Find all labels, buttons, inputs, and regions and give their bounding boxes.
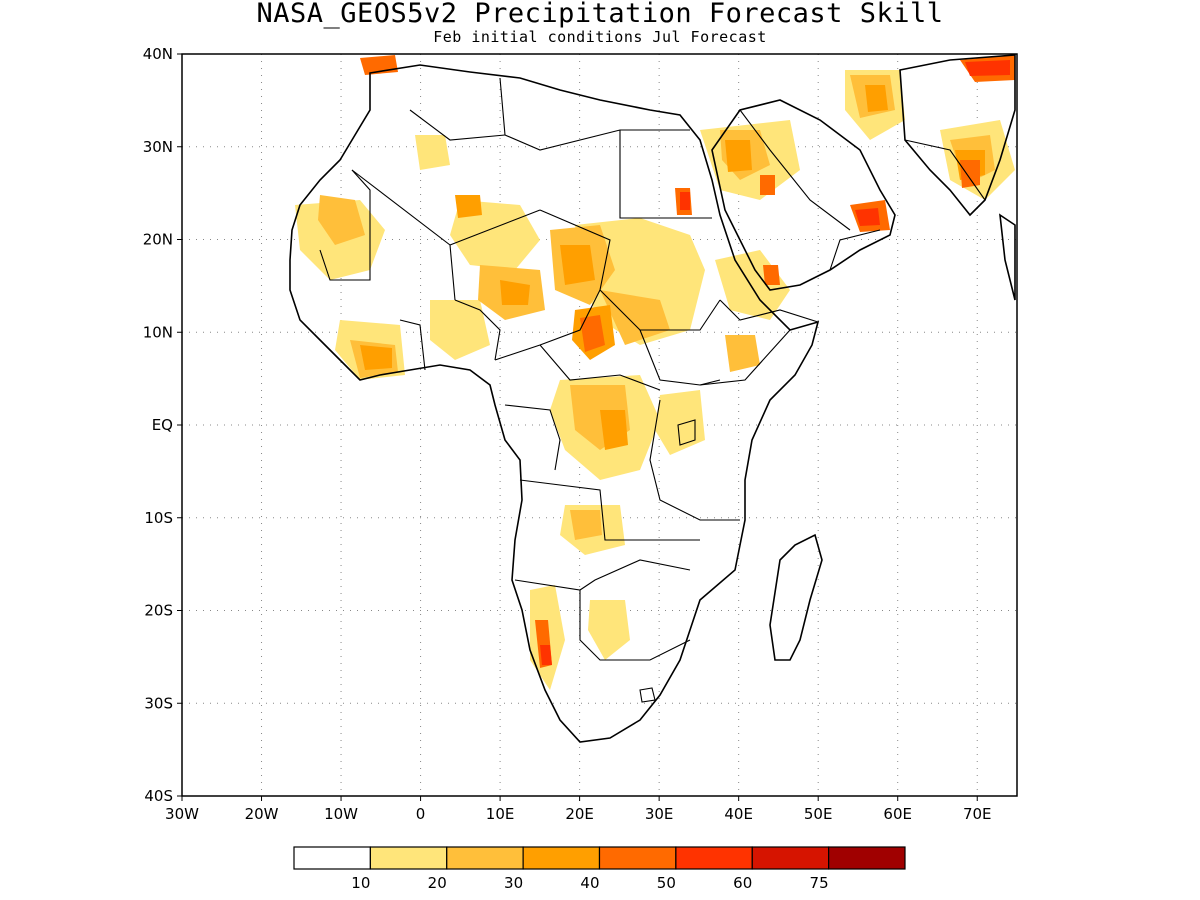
lat-tick-label: EQ <box>152 416 173 434</box>
chart-title: NASA_GEOS5v2 Precipitation Forecast Skil… <box>256 0 944 29</box>
colorbar-swatch <box>446 846 524 870</box>
coastlines <box>289 54 1016 743</box>
colorbar-label: 60 <box>733 874 752 892</box>
chart-subtitle: Feb initial conditions Jul Forecast <box>433 28 767 46</box>
colorbar-label: 10 <box>351 874 370 892</box>
lon-tick-label: 40E <box>724 805 753 823</box>
colorbar-labels: 10 20 30 40 50 60 75 <box>351 874 828 892</box>
lat-tick-label: 30N <box>143 138 173 156</box>
colorbar-label: 75 <box>810 874 829 892</box>
colorbar-swatch <box>369 846 448 870</box>
colorbar-label: 20 <box>428 874 447 892</box>
longitude-labels: 30W 20W 10W 0 10E 20E 30E 40E 50E 60E 70E <box>165 796 992 823</box>
colorbar-label: 40 <box>580 874 599 892</box>
lat-tick-label: 20N <box>143 231 173 249</box>
lakes <box>639 419 696 703</box>
lon-tick-label: 30E <box>645 805 674 823</box>
lon-tick-label: 30W <box>165 805 199 823</box>
lat-tick-label: 30S <box>144 694 173 712</box>
lon-tick-label: 50E <box>804 805 833 823</box>
colorbar-swatch <box>675 846 753 870</box>
colorbar <box>293 846 906 870</box>
latitude-labels: 40N 30N 20N 10N EQ 10S 20S 30S 40S <box>143 45 182 805</box>
colorbar-swatch <box>598 846 677 870</box>
lat-tick-label: 10N <box>143 323 173 341</box>
colorbar-swatch <box>293 846 371 870</box>
lon-tick-label: 0 <box>416 805 426 823</box>
lat-tick-label: 40S <box>144 787 173 805</box>
lat-tick-label: 10S <box>144 509 173 527</box>
colorbar-swatch <box>751 846 830 870</box>
colorbar-label: 50 <box>657 874 676 892</box>
colorbar-swatch <box>828 846 906 870</box>
lon-tick-label: 20W <box>245 805 279 823</box>
lon-tick-label: 60E <box>883 805 912 823</box>
colorbar-swatch <box>522 846 601 870</box>
lon-tick-label: 10E <box>486 805 515 823</box>
lat-tick-label: 40N <box>143 45 173 63</box>
lon-tick-label: 10W <box>324 805 358 823</box>
skill-shading <box>295 55 1015 690</box>
colorbar-label: 30 <box>504 874 523 892</box>
lon-tick-label: 20E <box>565 805 594 823</box>
country-borders <box>319 77 986 661</box>
lat-tick-label: 20S <box>144 602 173 620</box>
lon-tick-label: 70E <box>963 805 992 823</box>
